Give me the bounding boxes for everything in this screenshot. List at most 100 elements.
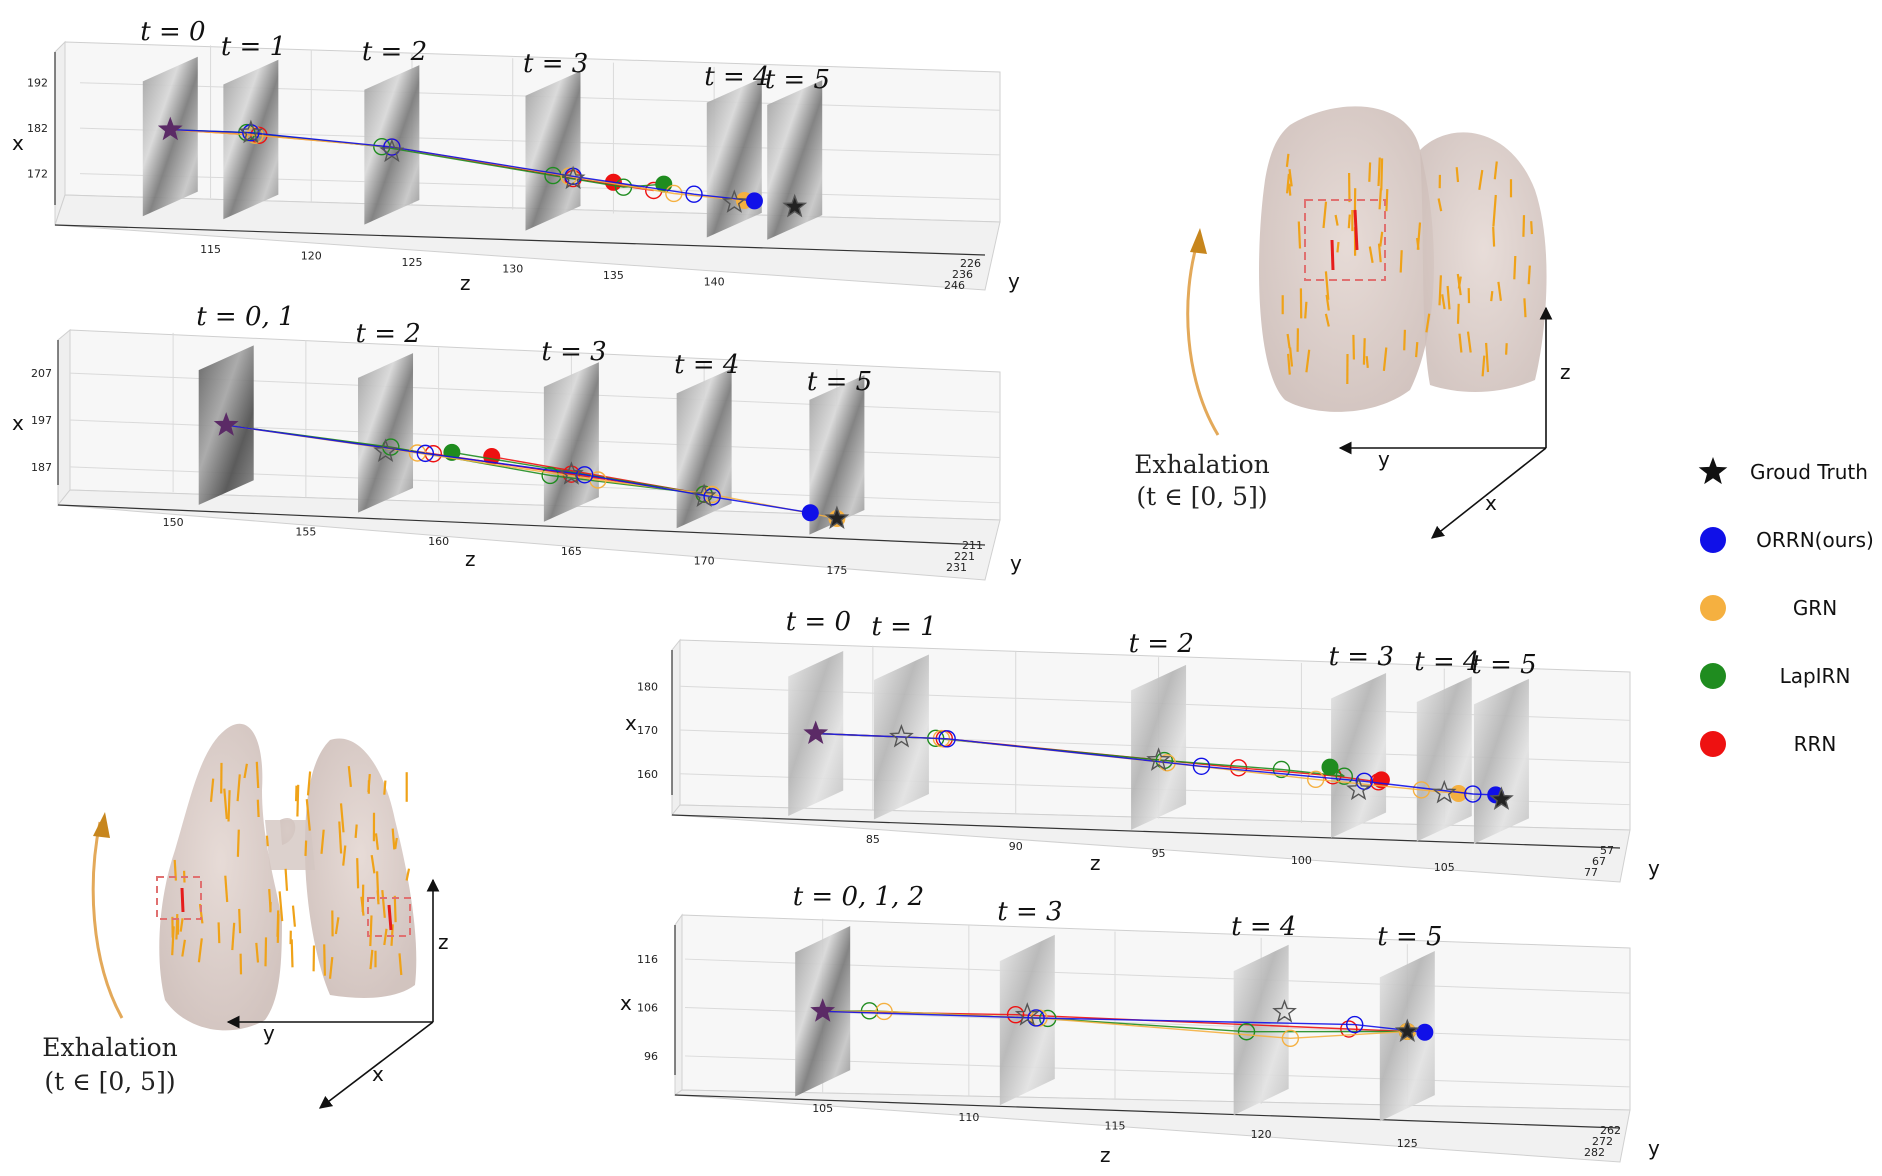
displacement-vector: [1304, 301, 1308, 319]
displacement-vector: [1368, 246, 1374, 263]
legend-star-icon: [1698, 457, 1728, 485]
time-label: t = 5: [1471, 650, 1536, 680]
displacement-vector: [265, 835, 269, 847]
displacement-vector: [1399, 250, 1403, 273]
legend-item-grn: GRN: [1700, 595, 1837, 621]
displacement-vector: [197, 938, 203, 963]
displacement-vector: [227, 790, 231, 822]
displacement-vector: [393, 895, 397, 923]
displacement-vector: [231, 922, 236, 951]
displacement-vector: [290, 939, 294, 968]
gt-star-point: [810, 998, 836, 1022]
y-tick-label: 282: [1584, 1146, 1605, 1159]
x-tick-label: 160: [637, 768, 658, 781]
y-axis-label: y: [1008, 269, 1020, 293]
gt-star-point: [889, 724, 914, 748]
grn-point: [665, 184, 683, 203]
series-orrn: [822, 1009, 1434, 1041]
x-tick-label: 106: [637, 1002, 658, 1015]
z-axis-label: z: [1090, 851, 1101, 875]
legend-label: Groud Truth: [1750, 460, 1868, 484]
roi-box: [156, 876, 202, 920]
exhalation-range-caption: (t ∈ [0, 5]): [44, 1067, 175, 1096]
z-tick-label: 110: [958, 1111, 979, 1124]
displacement-vector: [1437, 198, 1443, 212]
legend-dot-icon: [1700, 731, 1726, 757]
displacement-vector: [1458, 333, 1463, 353]
displacement-vector: [398, 953, 403, 976]
displacement-vector: [306, 771, 312, 796]
y-axis-label: y: [1648, 1136, 1660, 1160]
rrn-point: [1340, 1020, 1358, 1038]
lung-volume-render: [1259, 106, 1547, 412]
z-tick-label: 150: [163, 516, 184, 529]
time-label: t = 0: [140, 17, 205, 47]
z-tick-label: 125: [1397, 1137, 1418, 1150]
image-slice: [809, 375, 865, 535]
legend-item-lapirn: LapIRN: [1700, 663, 1850, 689]
exhalation-caption: Exhalation: [42, 1033, 177, 1062]
y-tick-label: 236: [952, 268, 973, 281]
displacement-vector: [339, 803, 345, 833]
z-tick-label: 105: [812, 1102, 833, 1115]
displacement-vector: [1530, 221, 1533, 235]
displacement-vector: [370, 854, 376, 874]
time-label: t = 5: [765, 65, 830, 95]
displacement-vector: [291, 905, 296, 927]
gt-star-point: [1014, 1002, 1040, 1026]
displacement-vector: [334, 917, 340, 935]
displacement-vector: [1446, 285, 1451, 310]
lapirn-point: [541, 466, 559, 485]
displacement-vector: [1336, 241, 1340, 253]
time-label: t = 3: [541, 337, 606, 367]
displacement-vector: [1492, 226, 1496, 247]
time-label: t = 3: [997, 897, 1062, 927]
displacement-vector: [1455, 167, 1460, 183]
exhalation-arrowhead: [93, 812, 110, 838]
trajectory-line: [226, 424, 811, 514]
displacement-vector: [1505, 343, 1508, 355]
z-axis-label: z: [460, 271, 471, 295]
y-axis-label: y: [263, 1021, 275, 1045]
displacement-vector: [328, 956, 334, 979]
displacement-vector: [1286, 173, 1290, 194]
orrn-point: [1464, 785, 1482, 803]
exhalation-caption: Exhalation: [1134, 450, 1269, 479]
displacement-vector: [369, 915, 373, 947]
gt-star-point: [721, 189, 747, 213]
displacement-vector: [255, 761, 260, 789]
displacement-vector: [1297, 221, 1302, 249]
grn-point: [1412, 781, 1431, 799]
displacement-vector: [217, 922, 221, 944]
displacement-vector: [296, 784, 300, 817]
time-label: t = 3: [1329, 642, 1394, 672]
series-gt: [157, 116, 808, 218]
image-slice: [525, 71, 581, 231]
displacement-vector: [1379, 231, 1384, 247]
roi-vector: [1330, 239, 1335, 271]
displacement-vector: [209, 778, 215, 802]
legend-label: LapIRN: [1780, 664, 1851, 688]
z-tick-label: 100: [1291, 854, 1312, 867]
displacement-vector: [1466, 331, 1472, 353]
image-slice: [1233, 944, 1289, 1116]
trajectory-line: [815, 732, 1496, 796]
displacement-vector: [255, 942, 260, 963]
displacement-vector: [1478, 169, 1484, 190]
displacement-vector: [1456, 273, 1462, 296]
z-tick-label: 120: [1251, 1128, 1272, 1141]
displacement-vector: [1382, 347, 1388, 372]
lapirn-point: [1335, 767, 1353, 785]
displacement-vectors: [1281, 153, 1533, 385]
displacement-vector: [1324, 313, 1330, 327]
displacement-vector: [256, 799, 260, 818]
orrn-point: [416, 444, 435, 463]
gt-star-point: [1146, 747, 1171, 771]
roi-vector: [1353, 209, 1359, 251]
displacement-vector: [1385, 189, 1389, 212]
displacement-vector: [223, 788, 228, 820]
x-tick-label: 192: [27, 77, 48, 90]
legend-label: GRN: [1793, 596, 1837, 620]
series-gt: [213, 412, 850, 530]
